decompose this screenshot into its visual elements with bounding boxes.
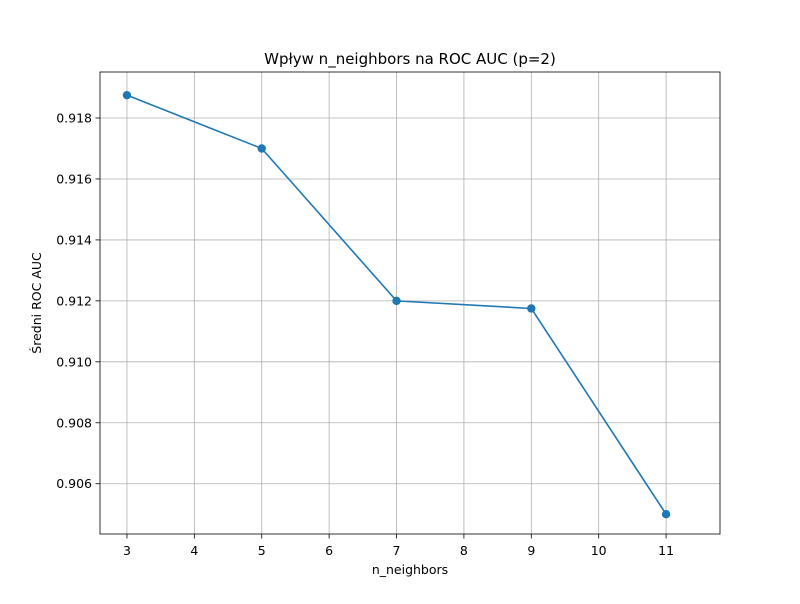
y-gridlines [100,117,720,485]
y-tick-label: 0.906 [56,476,92,491]
x-tick-label: 3 [123,543,131,558]
plot-background [100,72,720,534]
chart-title: Wpływ n_neighbors na ROC AUC (p=2) [264,50,556,69]
x-tick-label: 7 [393,543,401,558]
x-axis-label: n_neighbors [372,562,448,577]
x-tick-label: 9 [527,543,535,558]
data-point [661,509,671,519]
series-layer [122,90,671,519]
y-tick-label: 0.918 [56,111,92,126]
x-tick-label: 6 [325,543,333,558]
data-point [392,296,401,306]
data-point [257,144,266,153]
y-tick-label: 0.914 [56,232,92,247]
data-point [122,90,132,100]
x-tick-label: 4 [190,543,198,558]
x-axis-ticks: 3 4 5 6 7 8 9 10 11 [123,534,674,558]
x-tick-label: 8 [460,543,468,558]
y-tick-label: 0.912 [56,293,92,308]
y-axis-label: Średni ROC AUC [29,252,44,354]
plot-frame [99,71,721,535]
plot-area [100,72,720,534]
y-axis-ticks: 0.906 0.908 0.910 0.912 0.914 0.916 0.918 [56,111,100,491]
x-tick-label: 5 [258,543,266,558]
y-tick-label: 0.916 [56,171,92,186]
y-tick-label: 0.910 [56,354,92,369]
data-point [527,304,536,313]
x-tick-label: 10 [591,543,607,558]
y-tick-label: 0.908 [56,415,92,430]
x-tick-label: 11 [658,543,674,558]
